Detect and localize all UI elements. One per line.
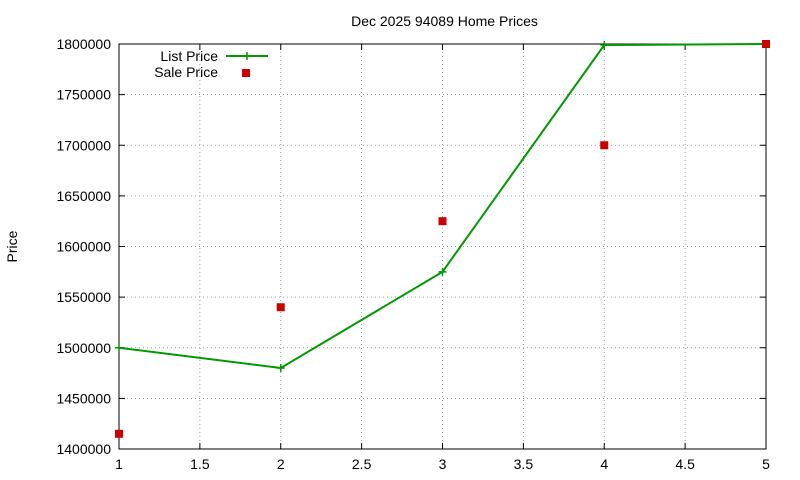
x-tick-labels: 1 1.5 2 2.5 3 3.5 4 4.5 5 <box>115 456 770 472</box>
series-layer <box>115 40 770 438</box>
data-point <box>600 41 609 50</box>
y-tick-label: 1800000 <box>56 36 111 52</box>
x-tick-label: 3 <box>439 456 447 472</box>
data-point <box>115 343 123 352</box>
data-point <box>115 429 123 438</box>
data-point <box>438 217 447 226</box>
y-tick-label: 1500000 <box>56 340 111 356</box>
chart-title: Dec 2025 94089 Home Prices <box>351 13 538 29</box>
y-tick-label: 1750000 <box>56 87 111 103</box>
y-tick-label: 1450000 <box>56 390 111 406</box>
data-point <box>600 141 609 150</box>
grid-lines <box>119 44 766 449</box>
y-tick-label: 1650000 <box>56 188 111 204</box>
data-point <box>276 303 285 312</box>
data-point <box>762 40 770 48</box>
x-tick-label: 2 <box>277 456 285 472</box>
x-tick-label: 4 <box>600 456 608 472</box>
data-point <box>438 267 447 276</box>
x-tick-label: 5 <box>762 456 770 472</box>
x-tick-label: 1.5 <box>190 456 210 472</box>
series-1 <box>115 40 770 438</box>
x-tick-label: 4.5 <box>675 456 695 472</box>
x-tick-label: 1 <box>115 456 123 472</box>
x-tick-label: 3.5 <box>514 456 534 472</box>
legend-marker <box>242 69 250 77</box>
y-tick-label: 1550000 <box>56 289 111 305</box>
series-0 <box>115 40 770 372</box>
y-tick-label: 1400000 <box>56 441 111 457</box>
legend-label: List Price <box>160 48 218 64</box>
x-tick-label: 2.5 <box>352 456 372 472</box>
legend-marker <box>243 52 251 60</box>
y-tick-label: 1700000 <box>56 137 111 153</box>
y-axis-label: Price <box>4 230 20 262</box>
data-point <box>276 364 285 372</box>
legend-label: Sale Price <box>154 64 218 80</box>
y-tick-labels: 1400000 1450000 1500000 1550000 1600000 16500… <box>56 36 111 457</box>
y-tick-label: 1600000 <box>56 239 111 255</box>
axis-ticks <box>118 43 767 450</box>
